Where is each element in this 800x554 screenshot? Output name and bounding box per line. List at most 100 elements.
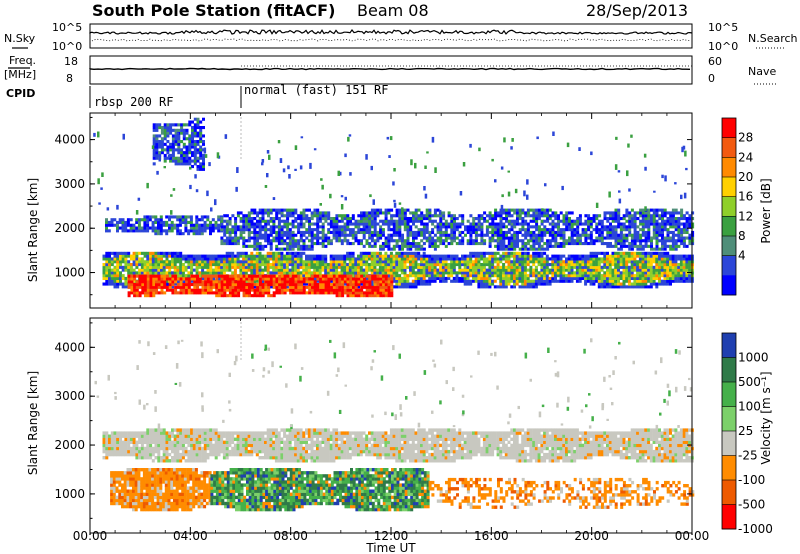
heatmap-cell <box>644 260 648 264</box>
heatmap-cell <box>630 214 634 218</box>
heatmap-cell <box>190 263 194 267</box>
heatmap-cell <box>625 285 629 289</box>
heatmap-cell <box>124 279 128 283</box>
heatmap-cell <box>258 268 262 272</box>
heatmap-cell <box>688 239 692 243</box>
heatmap-cell <box>203 265 207 269</box>
heatmap-cell <box>261 294 265 298</box>
heatmap-cell <box>294 291 298 295</box>
heatmap-cell <box>436 257 440 261</box>
heatmap-cell <box>414 263 418 267</box>
heatmap-cell <box>132 223 136 227</box>
heatmap-cell <box>193 285 197 289</box>
heatmap-cell <box>181 218 185 222</box>
heatmap-cell <box>144 285 147 289</box>
heatmap-cell <box>617 265 620 269</box>
heatmap-cell <box>403 282 407 286</box>
heatmap-cell <box>526 230 530 234</box>
heatmap-cell <box>302 244 306 248</box>
heatmap-cell <box>277 217 281 221</box>
heatmap-cell <box>513 260 516 264</box>
heatmap-cell <box>409 265 412 269</box>
heatmap-cell <box>365 219 369 223</box>
heatmap-cell <box>644 233 648 237</box>
heatmap-cell <box>633 217 637 221</box>
heatmap-cell <box>362 228 366 232</box>
heatmap-cell <box>234 222 238 226</box>
heatmap-cell <box>168 218 171 222</box>
heatmap-cell <box>346 288 350 292</box>
heatmap-cell <box>242 263 246 267</box>
heatmap-cell <box>278 288 282 292</box>
heatmap-cell <box>157 291 161 295</box>
heatmap-cell <box>318 214 322 218</box>
heatmap-cell <box>305 244 309 248</box>
heatmap-cell <box>450 228 454 232</box>
heatmap-cell <box>250 288 254 292</box>
heatmap-cell <box>220 285 224 289</box>
heatmap-cell <box>661 239 664 243</box>
heatmap-cell <box>305 254 308 258</box>
heatmap-cell <box>537 236 541 240</box>
heatmap-cell <box>212 276 215 280</box>
heatmap-cell <box>354 274 358 278</box>
heatmap-cell <box>441 276 445 280</box>
heatmap-cell <box>242 219 246 223</box>
heatmap-cell <box>250 251 254 255</box>
heatmap-cell <box>102 257 106 261</box>
heatmap-cell <box>321 228 325 232</box>
heatmap-cell <box>439 279 443 283</box>
heatmap-cell <box>548 257 552 261</box>
heatmap-cell <box>518 254 522 258</box>
heatmap-cell <box>384 260 388 264</box>
heatmap-cell <box>354 257 358 261</box>
heatmap-cell <box>526 214 530 218</box>
heatmap-cell <box>335 277 339 281</box>
heatmap-cell <box>677 228 681 232</box>
heatmap-cell <box>652 257 656 261</box>
heatmap-cell <box>472 230 476 234</box>
heatmap-cell <box>532 282 536 286</box>
heatmap-cell <box>658 233 662 237</box>
heatmap-cell <box>211 229 215 233</box>
heatmap-cell <box>143 265 147 269</box>
heatmap-cell <box>436 208 440 212</box>
heatmap-cell <box>195 215 199 219</box>
heatmap-cell <box>294 288 298 292</box>
heatmap-cell <box>176 268 180 272</box>
heatmap-cell <box>222 268 226 272</box>
heatmap-cell <box>603 279 607 283</box>
heatmap-cell <box>151 257 155 261</box>
heatmap-cell <box>496 225 500 229</box>
heatmap-cell <box>688 268 692 272</box>
heatmap-cell <box>578 214 582 218</box>
heatmap-cell <box>223 274 227 278</box>
heatmap-cell <box>195 260 199 264</box>
heatmap-cell <box>535 222 539 226</box>
heatmap-cell <box>193 288 197 292</box>
heatmap-cell <box>543 268 547 272</box>
heatmap-cell <box>343 214 347 218</box>
heatmap-cell <box>603 271 607 275</box>
heatmap-cell <box>288 228 292 232</box>
heatmap-cell <box>105 223 108 227</box>
heatmap-cell <box>619 222 623 226</box>
heatmap-cell <box>346 254 350 258</box>
heatmap-cell <box>343 285 347 289</box>
heatmap-cell <box>513 263 516 267</box>
freq-tick-top: 18 <box>64 55 78 68</box>
heatmap-cell <box>327 228 331 232</box>
heatmap-cell <box>157 265 161 269</box>
heatmap-cell <box>256 230 259 234</box>
heatmap-cell <box>581 222 585 226</box>
heatmap-cell <box>113 279 117 283</box>
heatmap-cell <box>638 271 642 275</box>
heatmap-cell <box>280 285 284 289</box>
heatmap-cell <box>485 268 489 272</box>
heatmap-cell <box>472 260 475 264</box>
heatmap-cell <box>174 288 178 292</box>
heatmap-cell <box>589 222 593 226</box>
heatmap-cell <box>376 251 380 255</box>
heatmap-cell <box>144 291 147 295</box>
heatmap-cell <box>286 225 290 229</box>
